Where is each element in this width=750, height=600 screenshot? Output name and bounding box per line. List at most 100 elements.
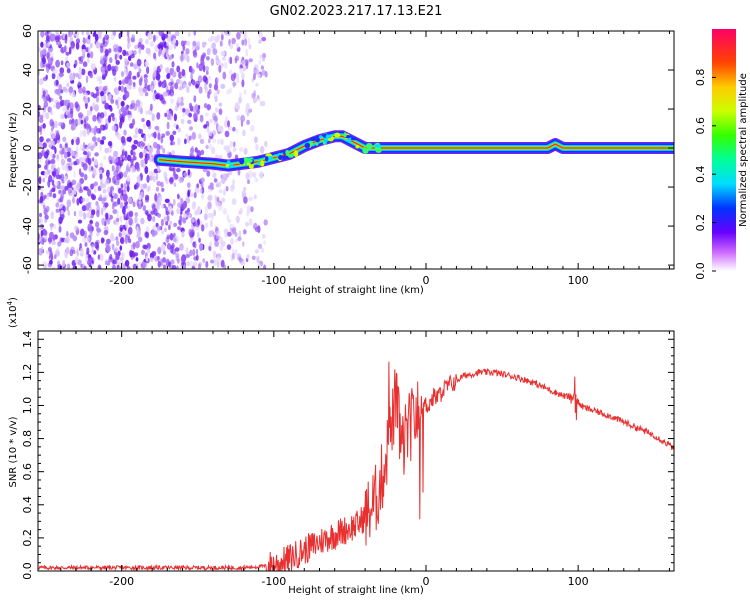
spectrogram-cell bbox=[193, 31, 197, 36]
spectrogram-cell bbox=[147, 143, 150, 151]
snr-series-line bbox=[38, 361, 674, 571]
spectrogram-cell bbox=[99, 194, 103, 201]
spectrogram-cell bbox=[118, 109, 122, 115]
spectrogram-cell bbox=[120, 85, 125, 93]
spectrogram-cell bbox=[102, 85, 108, 92]
spectrogram-xtick-label: 100 bbox=[568, 274, 589, 287]
spectrogram-cell bbox=[89, 42, 93, 49]
spectrogram-cell bbox=[185, 133, 189, 138]
spectrogram-cell bbox=[207, 138, 211, 144]
spectrogram-ridge-blob bbox=[243, 159, 248, 164]
spectrogram-cell bbox=[241, 39, 245, 46]
spectrogram-cell bbox=[172, 130, 177, 135]
spectrogram-cell bbox=[172, 237, 177, 243]
spectrogram-cell bbox=[195, 43, 200, 51]
spectrogram-cell bbox=[239, 147, 244, 152]
spectrogram-cell bbox=[235, 215, 240, 224]
spectrogram-cell bbox=[201, 193, 205, 200]
spectrogram-cell bbox=[184, 138, 187, 145]
spectrogram-cell bbox=[128, 210, 134, 217]
spectrogram-cell bbox=[212, 138, 216, 144]
spectrogram-cell bbox=[169, 176, 174, 185]
spectrogram-cell bbox=[248, 58, 253, 63]
spectrogram-cell bbox=[186, 211, 190, 216]
spectrogram-cell bbox=[177, 202, 182, 208]
spectrogram-cell bbox=[212, 250, 217, 258]
spectrogram-cell bbox=[157, 260, 161, 268]
spectrogram-cell bbox=[240, 119, 244, 127]
spectrogram-cell bbox=[215, 59, 219, 65]
spectrogram-cell bbox=[66, 157, 72, 163]
spectrogram-cell bbox=[63, 151, 68, 159]
spectrogram-cell bbox=[66, 263, 71, 269]
spectrogram-cell bbox=[136, 175, 141, 183]
spectrogram-cell bbox=[84, 92, 88, 99]
spectrogram-cell bbox=[126, 31, 130, 38]
spectrogram-cell bbox=[95, 96, 100, 103]
spectrogram-cell bbox=[165, 221, 169, 226]
spectrogram-cell bbox=[193, 113, 198, 120]
spectrogram-cell bbox=[138, 68, 142, 74]
spectrogram-cell bbox=[40, 41, 44, 48]
spectrogram-cell bbox=[182, 83, 186, 88]
spectrogram-cell bbox=[193, 95, 197, 103]
spectrogram-cell bbox=[42, 204, 46, 210]
snr-y-scale: (x104) bbox=[6, 297, 19, 328]
spectrogram-cell bbox=[200, 224, 205, 232]
spectrogram-cell bbox=[107, 140, 113, 147]
spectrogram-cell bbox=[63, 45, 67, 53]
spectrogram-ytick-label: -60 bbox=[21, 256, 34, 274]
spectrogram-cell bbox=[115, 217, 120, 222]
spectrogram-cell bbox=[130, 149, 133, 156]
spectrogram-cell bbox=[97, 116, 102, 124]
spectrogram-cell bbox=[64, 143, 68, 148]
spectrogram-cell bbox=[53, 223, 57, 230]
spectrogram-cell bbox=[197, 218, 200, 226]
spectrogram-cell bbox=[208, 143, 212, 150]
spectrogram-cell bbox=[63, 175, 68, 181]
spectrogram-cell bbox=[136, 165, 141, 172]
spectrogram-cell bbox=[138, 47, 141, 55]
spectrogram-cell bbox=[155, 186, 159, 192]
spectrogram-cell bbox=[79, 144, 83, 152]
spectrogram-cell bbox=[87, 259, 92, 266]
spectrogram-cell bbox=[171, 62, 175, 67]
spectrogram-cell bbox=[226, 244, 232, 251]
spectrogram-cell bbox=[40, 191, 44, 197]
spectrogram-cell bbox=[126, 154, 132, 162]
spectrogram-cell bbox=[164, 198, 170, 203]
spectrogram-cell bbox=[215, 107, 219, 113]
spectrogram-cell bbox=[55, 208, 60, 213]
spectrogram-cell bbox=[42, 56, 46, 64]
spectrogram-cell bbox=[152, 203, 156, 212]
spectrogram-cell bbox=[132, 75, 137, 80]
spectrogram-cell bbox=[45, 149, 50, 156]
spectrogram-cell bbox=[60, 113, 65, 120]
spectrogram-cell bbox=[206, 104, 212, 111]
spectrogram-cell bbox=[115, 236, 119, 241]
spectrogram-cell bbox=[232, 179, 235, 186]
spectrogram-cell bbox=[209, 118, 213, 124]
spectrogram-cell bbox=[192, 248, 196, 256]
spectrogram-cell bbox=[142, 122, 147, 130]
spectrogram-cell bbox=[47, 106, 51, 113]
spectrogram-cell bbox=[217, 124, 222, 133]
spectrogram-cell bbox=[79, 228, 85, 237]
spectrogram-cell bbox=[163, 79, 167, 86]
spectrogram-cell bbox=[80, 119, 84, 125]
spectrogram-cell bbox=[199, 243, 204, 251]
spectrogram-cell bbox=[40, 229, 44, 237]
spectrogram-cell bbox=[259, 171, 264, 179]
spectrogram-cell bbox=[241, 189, 247, 198]
spectrogram-cell bbox=[72, 235, 78, 242]
spectrogram-cell bbox=[156, 70, 159, 76]
spectrogram-cell bbox=[190, 65, 193, 74]
spectrogram-cell bbox=[75, 38, 81, 44]
snr-panel: -200 -100 0 100 0.0 0.2 0.4 0.6 0.8 1.0 1.2 1.4 Hei… bbox=[6, 297, 675, 596]
spectrogram-cell bbox=[229, 87, 232, 94]
spectrogram-cell bbox=[137, 230, 141, 237]
spectrogram-cell bbox=[125, 105, 129, 110]
spectrogram-cell bbox=[127, 50, 133, 55]
spectrogram-cell bbox=[180, 197, 184, 204]
spectrogram-cell bbox=[64, 238, 68, 244]
